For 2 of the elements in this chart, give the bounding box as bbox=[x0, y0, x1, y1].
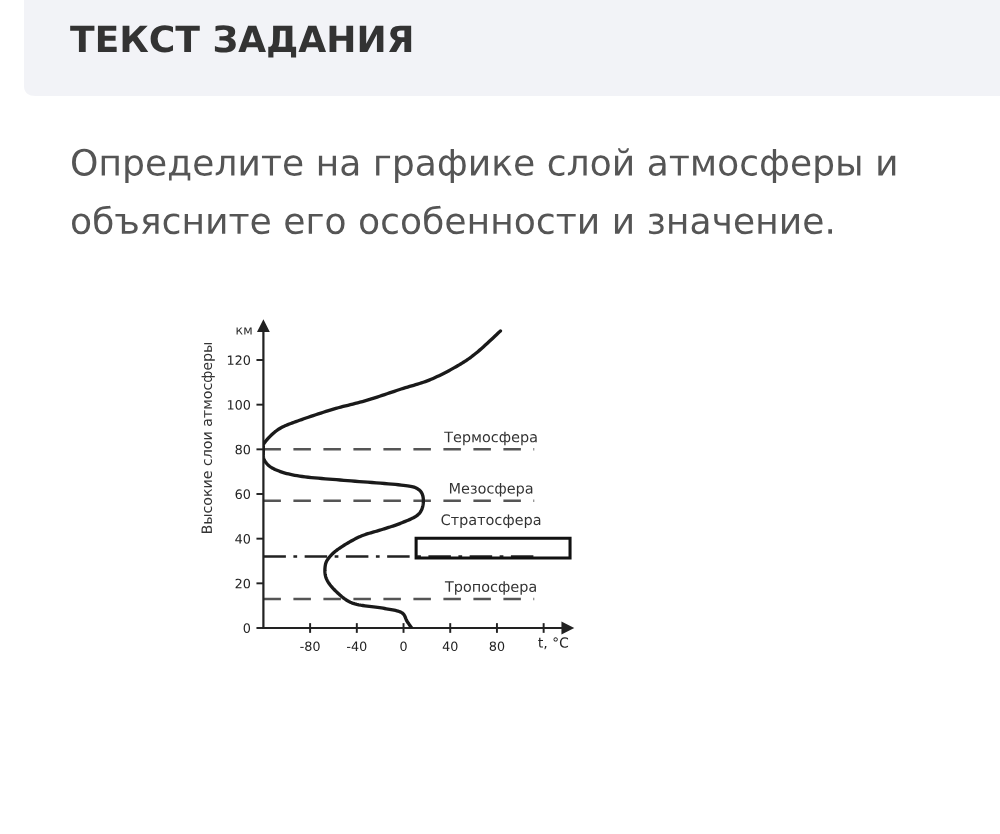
chart-subtitle: Определите на графике слой атмосферы и объясните его особенности и значение. bbox=[71, 148, 896, 235]
chart-title: ТЕКСТ ЗАДАНИЯ bbox=[70, 25, 412, 58]
